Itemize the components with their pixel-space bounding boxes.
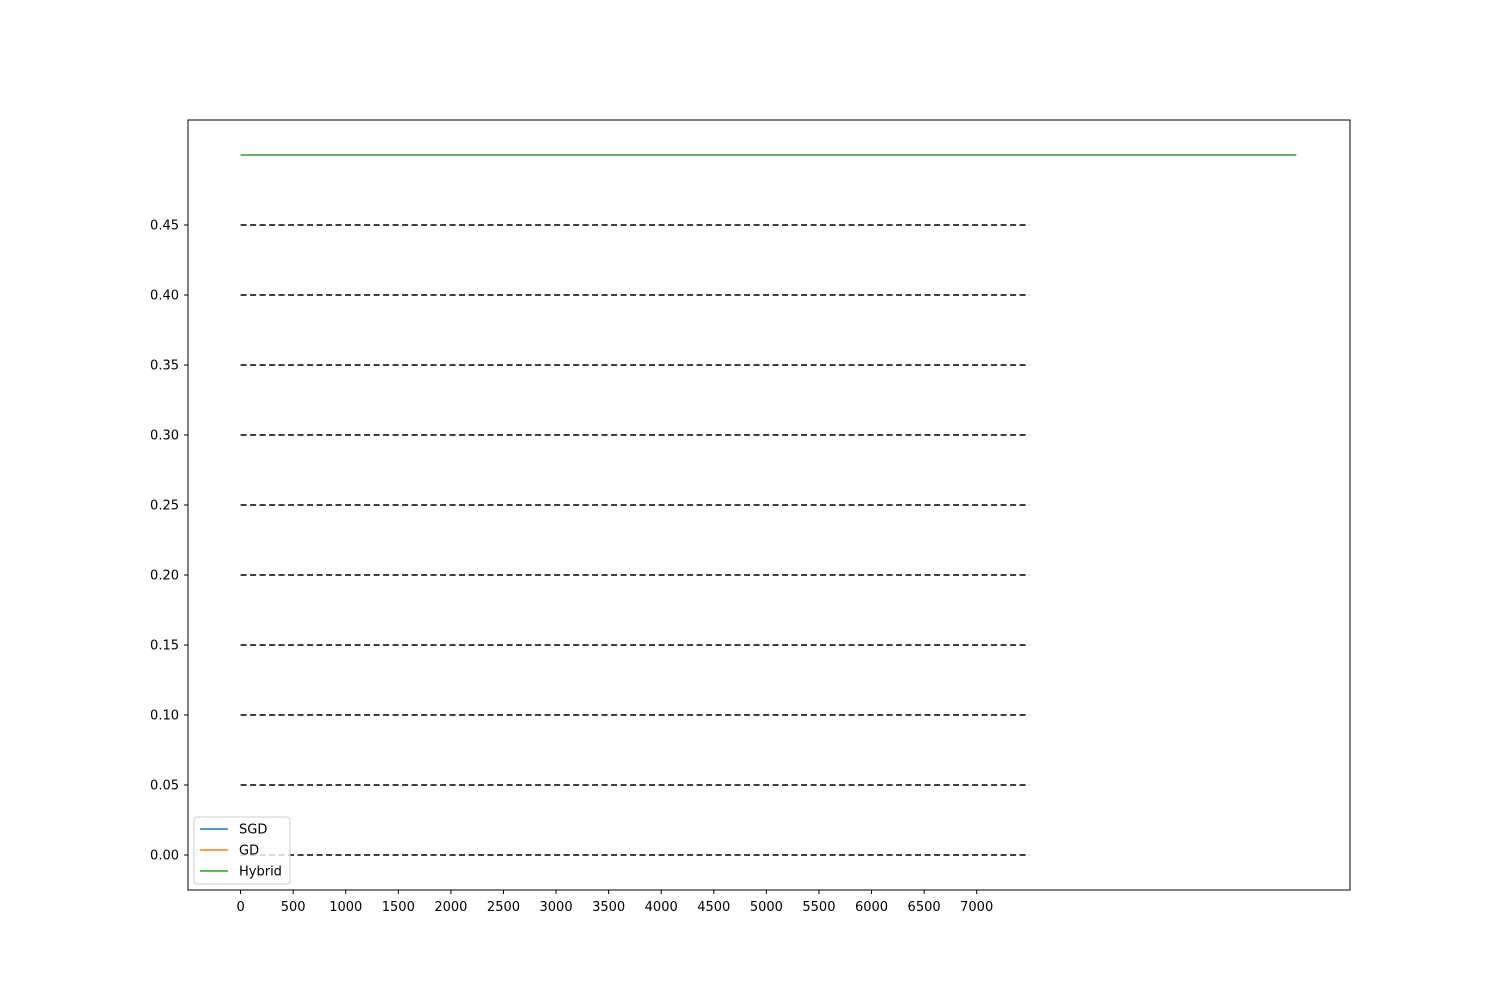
y-axis: 0.00 0.05 0.10 0.15 0.20 0.25 0.30 0.35 0.40 0.45 (150, 219, 188, 864)
legend: SGD GD Hybrid (193, 816, 291, 885)
x-tick-label: 4500 (697, 900, 730, 915)
y-tick-label: 0.30 (150, 429, 179, 444)
y-tick-label: 0.45 (150, 219, 179, 234)
x-tick-label: 0 (236, 900, 244, 915)
x-tick-label: 5500 (802, 900, 835, 915)
x-tick-label: 1500 (382, 900, 415, 915)
x-tick-label: 500 (281, 900, 306, 915)
x-tick-label: 1000 (329, 900, 362, 915)
x-tick-label: 7000 (960, 900, 993, 915)
y-tick-label: 0.40 (150, 289, 179, 304)
legend-label-sgd: SGD (239, 823, 267, 838)
x-tick-label: 2000 (434, 900, 467, 915)
x-tick-label: 3000 (540, 900, 573, 915)
y-tick-label: 0.20 (150, 569, 179, 584)
y-tick-label: 0.35 (150, 359, 179, 374)
y-tick-label: 0.00 (150, 849, 179, 864)
legend-label-gd: GD (239, 844, 259, 859)
x-tick-label: 6500 (908, 900, 941, 915)
y-tick-label: 0.25 (150, 499, 179, 514)
x-tick-label: 3500 (592, 900, 625, 915)
x-tick-label: 4000 (645, 900, 678, 915)
x-axis: 0 500 1000 1500 2000 2500 3000 3500 4000 4500 5000… (236, 890, 993, 915)
legend-box (193, 816, 291, 885)
y-tick-label: 0.05 (150, 779, 179, 794)
reference-lines (240, 224, 1030, 856)
x-tick-label: 5000 (750, 900, 783, 915)
legend-label-hybrid: Hybrid (239, 865, 282, 880)
y-tick-label: 0.10 (150, 709, 179, 724)
x-tick-label: 2500 (487, 900, 520, 915)
y-tick-label: 0.15 (150, 639, 179, 654)
x-tick-label: 6000 (855, 900, 888, 915)
